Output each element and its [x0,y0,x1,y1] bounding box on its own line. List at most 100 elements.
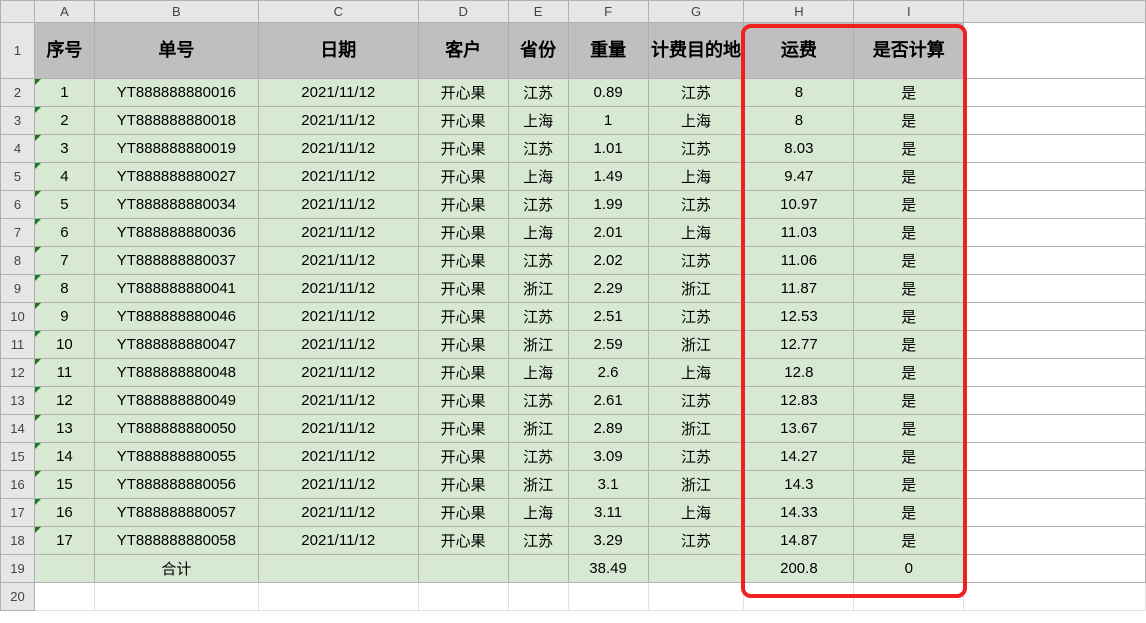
cell-A[interactable]: 12 [34,387,94,415]
row-header-1[interactable]: 1 [1,23,35,79]
cell-G[interactable]: 上海 [648,163,744,191]
spreadsheet-grid[interactable]: ABCDEFGHI1序号单号日期客户省份重量计费目的地运费是否计算21YT888… [0,0,1146,611]
column-header-blank[interactable] [964,1,1146,23]
cell-A[interactable]: 16 [34,499,94,527]
cell-G[interactable]: 浙江 [648,471,744,499]
cell-D[interactable]: 开心果 [418,135,508,163]
blank-cell[interactable] [964,303,1146,331]
cell-F[interactable]: 2.01 [568,219,648,247]
cell-F[interactable]: 2.61 [568,387,648,415]
cell-H[interactable]: 12.83 [744,387,854,415]
row-header-7[interactable]: 7 [1,219,35,247]
column-header-D[interactable]: D [418,1,508,23]
row-header-19[interactable]: 19 [1,555,35,583]
cell-E[interactable]: 浙江 [508,331,568,359]
blank-cell[interactable] [34,583,94,611]
cell-I[interactable]: 是 [854,191,964,219]
blank-cell[interactable] [964,499,1146,527]
cell-H[interactable]: 8.03 [744,135,854,163]
cell-H[interactable]: 10.97 [744,191,854,219]
cell-B[interactable]: YT888888880041 [94,275,258,303]
cell-G[interactable]: 浙江 [648,275,744,303]
blank-cell[interactable] [964,107,1146,135]
cell-E[interactable]: 江苏 [508,191,568,219]
cell-E[interactable]: 江苏 [508,387,568,415]
cell-D[interactable]: 开心果 [418,443,508,471]
cell-H[interactable]: 11.87 [744,275,854,303]
row-header-13[interactable]: 13 [1,387,35,415]
total-cell-I[interactable]: 0 [854,555,964,583]
cell-F[interactable]: 1 [568,107,648,135]
cell-H[interactable]: 8 [744,79,854,107]
cell-H[interactable]: 14.27 [744,443,854,471]
cell-H[interactable]: 14.33 [744,499,854,527]
cell-E[interactable]: 上海 [508,107,568,135]
cell-G[interactable]: 上海 [648,107,744,135]
cell-G[interactable]: 江苏 [648,79,744,107]
cell-D[interactable]: 开心果 [418,163,508,191]
row-header-6[interactable]: 6 [1,191,35,219]
cell-D[interactable]: 开心果 [418,107,508,135]
blank-cell[interactable] [964,247,1146,275]
cell-C[interactable]: 2021/11/12 [258,443,418,471]
row-header-3[interactable]: 3 [1,107,35,135]
blank-cell[interactable] [964,359,1146,387]
cell-C[interactable]: 2021/11/12 [258,499,418,527]
cell-I[interactable]: 是 [854,163,964,191]
cell-E[interactable]: 上海 [508,499,568,527]
cell-D[interactable]: 开心果 [418,499,508,527]
cell-B[interactable]: YT888888880050 [94,415,258,443]
cell-G[interactable]: 江苏 [648,387,744,415]
cell-G[interactable]: 浙江 [648,331,744,359]
cell-C[interactable]: 2021/11/12 [258,331,418,359]
total-cell-F[interactable]: 38.49 [568,555,648,583]
blank-cell[interactable] [744,583,854,611]
header-cell-E[interactable]: 省份 [508,23,568,79]
blank-cell[interactable] [258,583,418,611]
cell-I[interactable]: 是 [854,331,964,359]
total-cell-G[interactable] [648,555,744,583]
cell-A[interactable]: 6 [34,219,94,247]
blank-cell[interactable] [964,527,1146,555]
blank-cell[interactable] [964,415,1146,443]
total-cell-C[interactable] [258,555,418,583]
cell-F[interactable]: 0.89 [568,79,648,107]
cell-I[interactable]: 是 [854,275,964,303]
cell-C[interactable]: 2021/11/12 [258,359,418,387]
cell-D[interactable]: 开心果 [418,471,508,499]
cell-B[interactable]: YT888888880037 [94,247,258,275]
cell-E[interactable]: 浙江 [508,415,568,443]
cell-G[interactable]: 上海 [648,219,744,247]
column-header-A[interactable]: A [34,1,94,23]
row-header-4[interactable]: 4 [1,135,35,163]
blank-cell[interactable] [964,219,1146,247]
cell-F[interactable]: 3.09 [568,443,648,471]
header-cell-B[interactable]: 单号 [94,23,258,79]
cell-B[interactable]: YT888888880034 [94,191,258,219]
header-cell-G[interactable]: 计费目的地 [648,23,744,79]
cell-D[interactable]: 开心果 [418,415,508,443]
header-cell-C[interactable]: 日期 [258,23,418,79]
column-header-G[interactable]: G [648,1,744,23]
row-header-8[interactable]: 8 [1,247,35,275]
cell-C[interactable]: 2021/11/12 [258,191,418,219]
cell-F[interactable]: 2.59 [568,331,648,359]
blank-cell[interactable] [418,583,508,611]
cell-H[interactable]: 9.47 [744,163,854,191]
cell-C[interactable]: 2021/11/12 [258,219,418,247]
blank-cell[interactable] [964,135,1146,163]
column-header-F[interactable]: F [568,1,648,23]
cell-C[interactable]: 2021/11/12 [258,275,418,303]
cell-H[interactable]: 13.67 [744,415,854,443]
blank-cell[interactable] [964,23,1146,79]
cell-D[interactable]: 开心果 [418,219,508,247]
cell-G[interactable]: 上海 [648,359,744,387]
blank-cell[interactable] [854,583,964,611]
cell-F[interactable]: 2.02 [568,247,648,275]
cell-A[interactable]: 9 [34,303,94,331]
cell-E[interactable]: 江苏 [508,79,568,107]
cell-A[interactable]: 14 [34,443,94,471]
column-header-E[interactable]: E [508,1,568,23]
blank-cell[interactable] [508,583,568,611]
cell-F[interactable]: 2.6 [568,359,648,387]
